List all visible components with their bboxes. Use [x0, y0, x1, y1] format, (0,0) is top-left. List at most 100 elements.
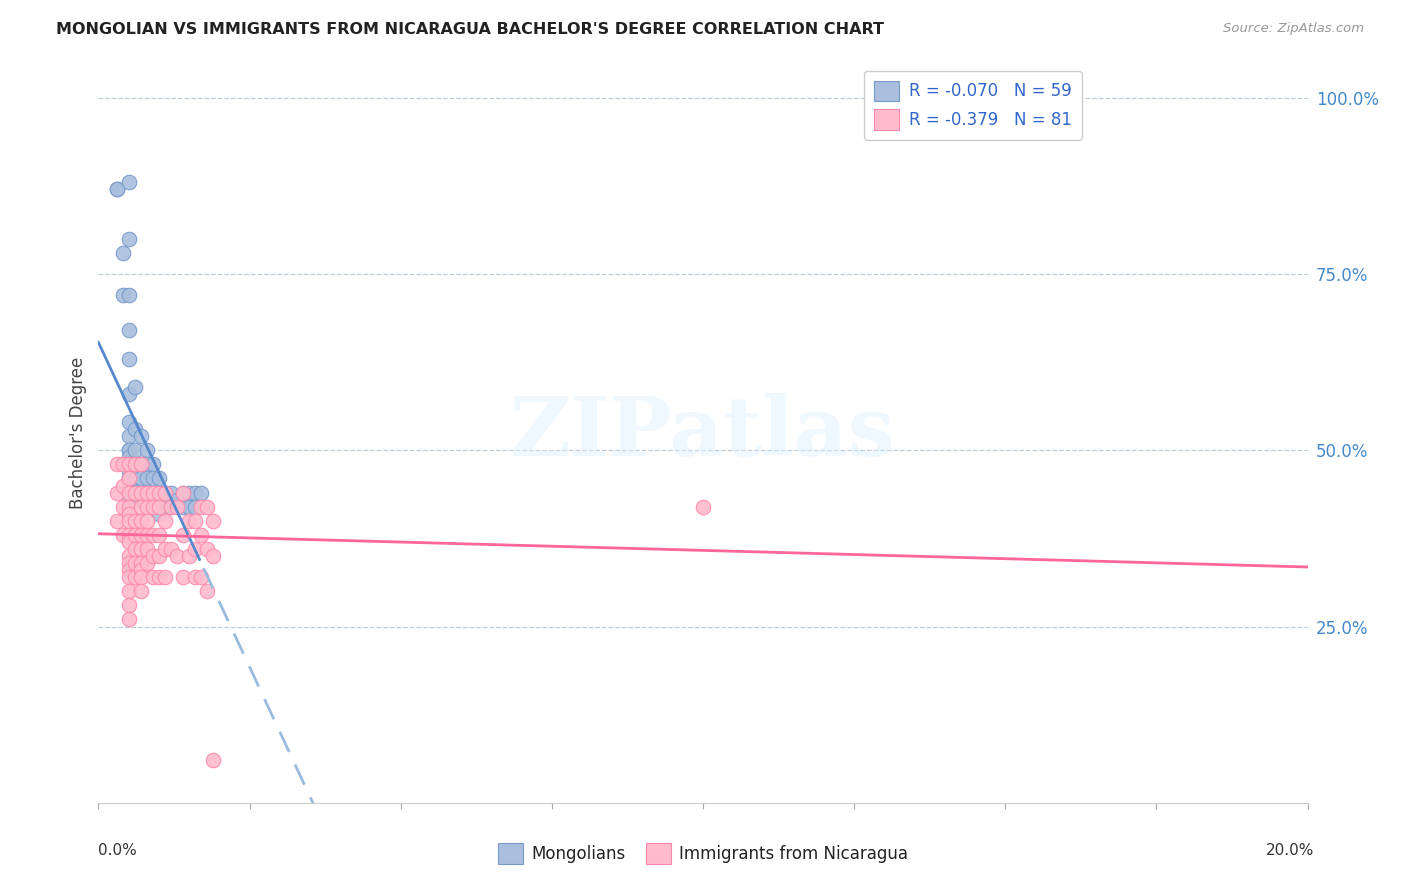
- Point: [184, 514, 207, 528]
- Point: [118, 563, 141, 577]
- Point: [153, 514, 176, 528]
- Point: [118, 514, 141, 528]
- Point: [142, 500, 165, 514]
- Point: [129, 458, 152, 472]
- Point: [148, 549, 170, 563]
- Point: [118, 464, 141, 478]
- Point: [135, 471, 157, 485]
- Point: [124, 492, 146, 507]
- Point: [118, 485, 141, 500]
- Point: [124, 458, 146, 472]
- Point: [142, 471, 165, 485]
- Point: [148, 500, 170, 514]
- Point: [118, 549, 141, 563]
- Point: [111, 500, 134, 514]
- Point: [105, 458, 128, 472]
- Point: [118, 500, 141, 514]
- Point: [124, 541, 146, 556]
- Point: [135, 528, 157, 542]
- Point: [172, 570, 194, 584]
- Point: [184, 500, 207, 514]
- Point: [118, 288, 141, 302]
- Point: [142, 485, 165, 500]
- Point: [124, 570, 146, 584]
- Point: [135, 541, 157, 556]
- Point: [172, 485, 194, 500]
- Point: [166, 492, 188, 507]
- Point: [129, 563, 152, 577]
- Point: [135, 485, 157, 500]
- Point: [179, 549, 201, 563]
- Point: [142, 528, 165, 542]
- Point: [153, 541, 176, 556]
- Point: [142, 492, 165, 507]
- Point: [148, 485, 170, 500]
- Point: [124, 471, 146, 485]
- Point: [118, 351, 141, 366]
- Point: [129, 458, 152, 472]
- Point: [129, 492, 152, 507]
- Text: 0.0%: 0.0%: [98, 843, 138, 858]
- Point: [190, 528, 212, 542]
- Point: [202, 754, 225, 768]
- Point: [135, 556, 157, 570]
- Text: Source: ZipAtlas.com: Source: ZipAtlas.com: [1223, 22, 1364, 36]
- Point: [118, 492, 141, 507]
- Point: [129, 528, 152, 542]
- Point: [172, 500, 194, 514]
- Point: [111, 458, 134, 472]
- Point: [124, 458, 146, 472]
- Point: [105, 485, 128, 500]
- Point: [118, 458, 141, 472]
- Point: [195, 584, 218, 599]
- Point: [111, 245, 134, 260]
- Point: [179, 485, 201, 500]
- Point: [118, 599, 141, 613]
- Point: [129, 541, 152, 556]
- Point: [118, 443, 141, 458]
- Point: [129, 570, 152, 584]
- Point: [148, 492, 170, 507]
- Point: [105, 182, 128, 196]
- Point: [142, 458, 165, 472]
- Point: [111, 528, 134, 542]
- Point: [148, 471, 170, 485]
- Point: [111, 288, 134, 302]
- Point: [202, 549, 225, 563]
- Point: [135, 443, 157, 458]
- Point: [118, 450, 141, 465]
- Point: [124, 485, 146, 500]
- Point: [124, 528, 146, 542]
- Point: [195, 541, 218, 556]
- Point: [118, 528, 141, 542]
- Point: [153, 485, 176, 500]
- Point: [129, 492, 152, 507]
- Point: [118, 556, 141, 570]
- Point: [153, 485, 176, 500]
- Point: [118, 507, 141, 521]
- Point: [135, 492, 157, 507]
- Point: [124, 422, 146, 436]
- Point: [118, 535, 141, 549]
- Point: [105, 514, 128, 528]
- Point: [118, 485, 141, 500]
- Point: [202, 514, 225, 528]
- Point: [184, 570, 207, 584]
- Point: [172, 528, 194, 542]
- Point: [142, 549, 165, 563]
- Point: [166, 500, 188, 514]
- Point: [118, 323, 141, 337]
- Point: [135, 500, 157, 514]
- Point: [135, 514, 157, 528]
- Point: [692, 500, 714, 514]
- Point: [160, 541, 183, 556]
- Point: [118, 232, 141, 246]
- Point: [148, 528, 170, 542]
- Point: [118, 429, 141, 443]
- Y-axis label: Bachelor's Degree: Bachelor's Degree: [69, 357, 87, 508]
- Point: [179, 514, 201, 528]
- Point: [118, 458, 141, 472]
- Point: [111, 478, 134, 492]
- Legend: Mongolians, Immigrants from Nicaragua: Mongolians, Immigrants from Nicaragua: [491, 837, 915, 871]
- Text: MONGOLIAN VS IMMIGRANTS FROM NICARAGUA BACHELOR'S DEGREE CORRELATION CHART: MONGOLIAN VS IMMIGRANTS FROM NICARAGUA B…: [56, 22, 884, 37]
